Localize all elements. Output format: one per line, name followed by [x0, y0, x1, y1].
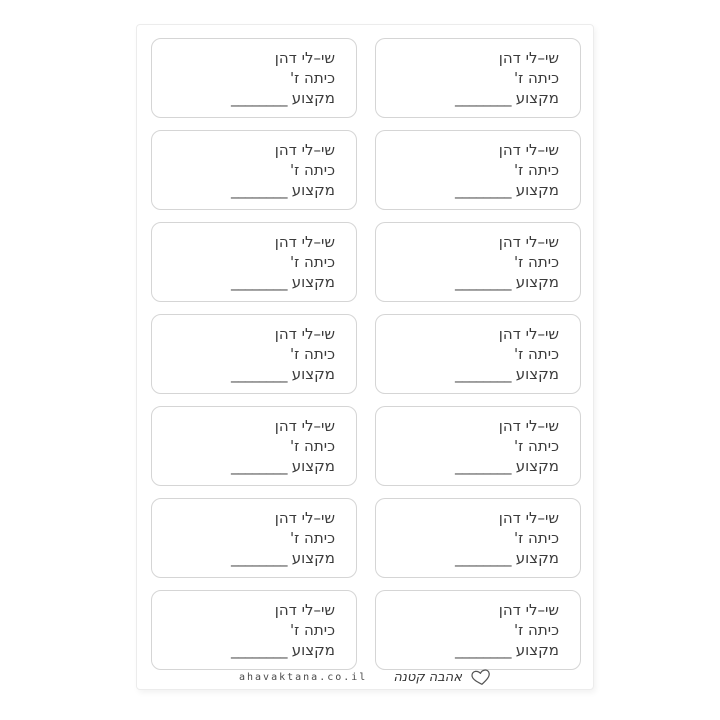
student-name: שי–לי דהן [498, 417, 559, 435]
subject-blank-line: ________ [455, 641, 512, 659]
subject-line: מקצוע ________ [388, 548, 559, 568]
class-grade: כיתה ז' [513, 253, 559, 271]
subject-label: מקצוע [291, 273, 335, 291]
subject-line: מקצוע ________ [388, 640, 559, 660]
subject-label: מקצוע [515, 365, 559, 383]
subject-blank-line: ________ [231, 181, 288, 199]
student-name: שי–לי דהן [274, 325, 335, 343]
class-grade: כיתה ז' [289, 621, 335, 639]
subject-line: מקצוע ________ [164, 180, 335, 200]
class-grade: כיתה ז' [289, 69, 335, 87]
subject-line: מקצוע ________ [388, 364, 559, 384]
student-name: שי–לי דהן [274, 417, 335, 435]
sticker-sheet: שי–לי דהן כיתה ז' מקצוע ________ שי–לי ד… [136, 24, 594, 690]
subject-blank-line: ________ [455, 365, 512, 383]
website-url: ahavaktana.co.il [238, 671, 368, 683]
class-grade: כיתה ז' [289, 345, 335, 363]
class-grade: כיתה ז' [513, 69, 559, 87]
name-sticker-label: שי–לי דהן כיתה ז' מקצוע ________ [151, 38, 357, 118]
class-grade: כיתה ז' [513, 437, 559, 455]
subject-label: מקצוע [515, 641, 559, 659]
subject-blank-line: ________ [455, 273, 512, 291]
name-sticker-label: שי–לי דהן כיתה ז' מקצוע ________ [151, 130, 357, 210]
labels-grid: שי–לי דהן כיתה ז' מקצוע ________ שי–לי ד… [151, 38, 581, 670]
name-sticker-label: שי–לי דהן כיתה ז' מקצוע ________ [151, 406, 357, 486]
class-grade: כיתה ז' [513, 529, 559, 547]
student-name: שי–לי דהן [498, 49, 559, 67]
name-sticker-label: שי–לי דהן כיתה ז' מקצוע ________ [375, 222, 581, 302]
subject-blank-line: ________ [231, 365, 288, 383]
name-sticker-label: שי–לי דהן כיתה ז' מקצוע ________ [375, 130, 581, 210]
subject-line: מקצוע ________ [164, 272, 335, 292]
student-name: שי–לי דהן [498, 325, 559, 343]
subject-line: מקצוע ________ [388, 88, 559, 108]
name-sticker-label: שי–לי דהן כיתה ז' מקצוע ________ [151, 314, 357, 394]
student-name: שי–לי דהן [274, 233, 335, 251]
subject-line: מקצוע ________ [388, 272, 559, 292]
name-sticker-label: שי–לי דהן כיתה ז' מקצוע ________ [151, 222, 357, 302]
subject-blank-line: ________ [455, 549, 512, 567]
subject-line: מקצוע ________ [164, 456, 335, 476]
subject-label: מקצוע [291, 457, 335, 475]
subject-line: מקצוע ________ [388, 180, 559, 200]
name-sticker-label: שי–לי דהן כיתה ז' מקצוע ________ [375, 406, 581, 486]
subject-blank-line: ________ [455, 457, 512, 475]
subject-label: מקצוע [291, 365, 335, 383]
student-name: שי–לי דהן [498, 141, 559, 159]
subject-label: מקצוע [291, 641, 335, 659]
class-grade: כיתה ז' [289, 529, 335, 547]
subject-blank-line: ________ [231, 89, 288, 107]
subject-blank-line: ________ [231, 457, 288, 475]
name-sticker-label: שי–לי דהן כיתה ז' מקצוע ________ [151, 498, 357, 578]
subject-line: מקצוע ________ [164, 548, 335, 568]
subject-label: מקצוע [515, 273, 559, 291]
student-name: שי–לי דהן [498, 601, 559, 619]
subject-line: מקצוע ________ [164, 640, 335, 660]
subject-line: מקצוע ________ [388, 456, 559, 476]
student-name: שי–לי דהן [274, 601, 335, 619]
student-name: שי–לי דהן [498, 509, 559, 527]
subject-line: מקצוע ________ [164, 364, 335, 384]
subject-line: מקצוע ________ [164, 88, 335, 108]
subject-label: מקצוע [515, 549, 559, 567]
heart-icon [471, 668, 490, 685]
class-grade: כיתה ז' [513, 161, 559, 179]
class-grade: כיתה ז' [513, 621, 559, 639]
subject-label: מקצוע [515, 457, 559, 475]
subject-label: מקצוע [515, 89, 559, 107]
student-name: שי–לי דהן [498, 233, 559, 251]
class-grade: כיתה ז' [289, 437, 335, 455]
subject-blank-line: ________ [231, 273, 288, 291]
student-name: שי–לי דהן [274, 509, 335, 527]
subject-blank-line: ________ [455, 89, 512, 107]
name-sticker-label: שי–לי דהן כיתה ז' מקצוע ________ [375, 314, 581, 394]
name-sticker-label: שי–לי דהן כיתה ז' מקצוע ________ [375, 38, 581, 118]
class-grade: כיתה ז' [513, 345, 559, 363]
brand-name-hebrew: אהבה קטנה [393, 669, 462, 685]
footer: ahavaktana.co.il אהבה קטנה [137, 668, 593, 686]
subject-label: מקצוע [291, 549, 335, 567]
subject-blank-line: ________ [231, 549, 288, 567]
name-sticker-label: שי–לי דהן כיתה ז' מקצוע ________ [375, 498, 581, 578]
name-sticker-label: שי–לי דהן כיתה ז' מקצוע ________ [375, 590, 581, 670]
subject-blank-line: ________ [455, 181, 512, 199]
subject-label: מקצוע [291, 89, 335, 107]
subject-label: מקצוע [291, 181, 335, 199]
class-grade: כיתה ז' [289, 161, 335, 179]
student-name: שי–לי דהן [274, 49, 335, 67]
subject-blank-line: ________ [231, 641, 288, 659]
name-sticker-label: שי–לי דהן כיתה ז' מקצוע ________ [151, 590, 357, 670]
student-name: שי–לי דהן [274, 141, 335, 159]
subject-label: מקצוע [515, 181, 559, 199]
class-grade: כיתה ז' [289, 253, 335, 271]
